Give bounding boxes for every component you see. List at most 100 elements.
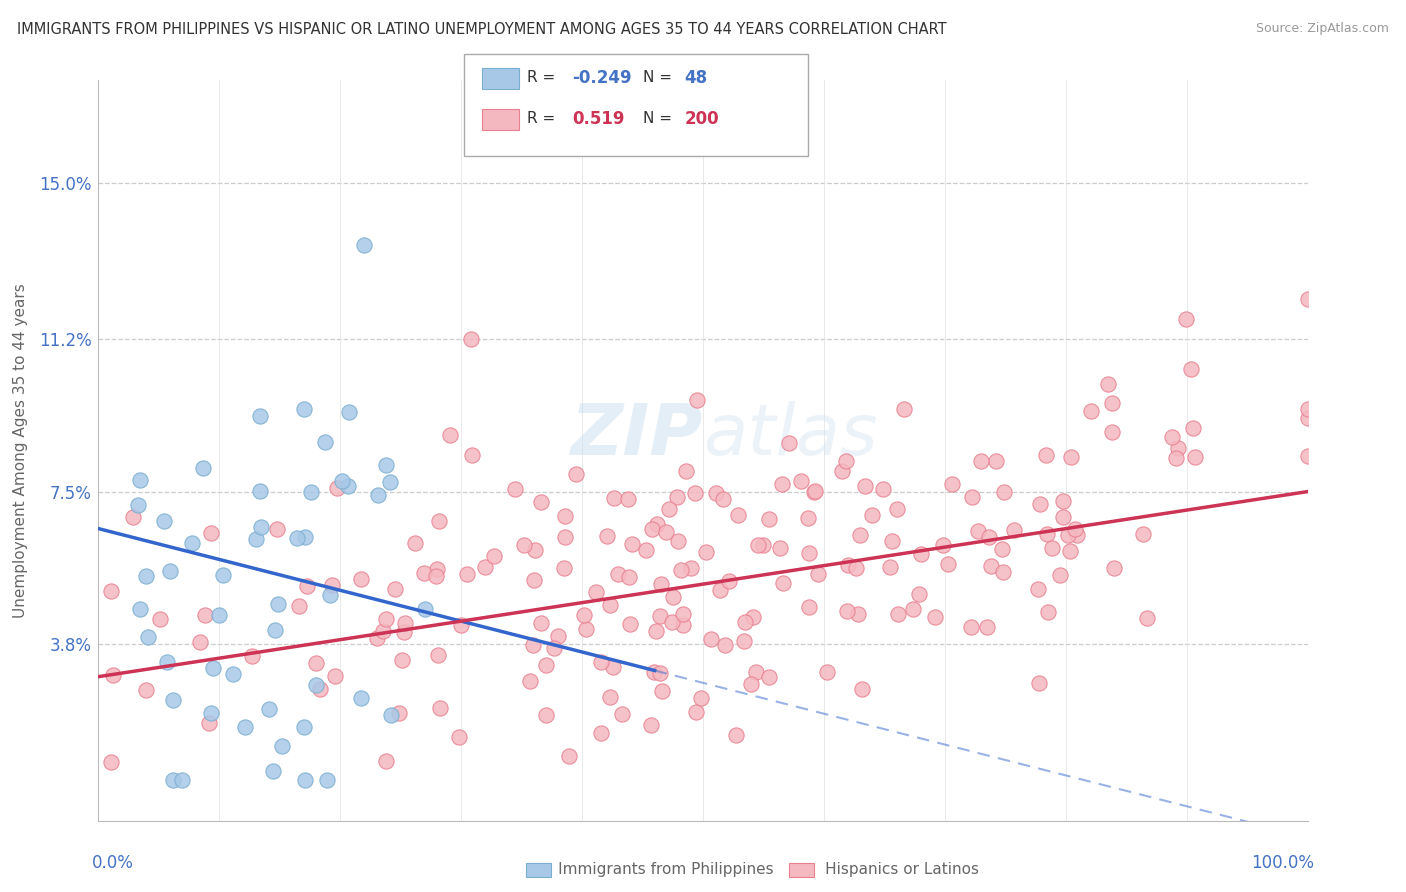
Point bbox=[704, 486, 727, 500]
Point bbox=[425, 569, 447, 583]
Point bbox=[292, 402, 315, 417]
Point bbox=[650, 577, 672, 591]
Point bbox=[591, 655, 613, 669]
Point bbox=[413, 602, 436, 616]
Point bbox=[367, 488, 389, 502]
Point bbox=[353, 237, 375, 252]
Point bbox=[617, 570, 640, 584]
Point bbox=[804, 483, 827, 498]
Point bbox=[645, 516, 668, 531]
Point bbox=[129, 602, 152, 616]
Point bbox=[685, 706, 707, 720]
Point bbox=[976, 620, 998, 634]
Point bbox=[665, 490, 688, 504]
Point bbox=[700, 632, 723, 647]
Point bbox=[427, 515, 450, 529]
Point bbox=[661, 615, 683, 629]
Point bbox=[519, 673, 541, 688]
Point bbox=[602, 660, 624, 674]
Text: IMMIGRANTS FROM PHILIPPINES VS HISPANIC OR LATINO UNEMPLOYMENT AMONG AGES 35 TO : IMMIGRANTS FROM PHILIPPINES VS HISPANIC … bbox=[17, 22, 946, 37]
Point bbox=[1181, 421, 1204, 435]
Point bbox=[392, 624, 415, 639]
Point bbox=[1136, 610, 1159, 624]
Point bbox=[180, 536, 202, 550]
Point bbox=[1060, 450, 1083, 464]
Point bbox=[565, 467, 588, 481]
Point bbox=[295, 579, 318, 593]
Point bbox=[991, 541, 1014, 556]
Point bbox=[1056, 528, 1078, 542]
Point bbox=[599, 598, 621, 612]
Point bbox=[932, 538, 955, 552]
Point bbox=[374, 754, 396, 768]
Point bbox=[285, 532, 308, 546]
Point bbox=[1052, 494, 1074, 508]
Point bbox=[162, 693, 184, 707]
Point bbox=[200, 706, 222, 721]
Point bbox=[159, 564, 181, 578]
Point bbox=[745, 665, 768, 679]
Point bbox=[606, 566, 628, 581]
Point bbox=[404, 536, 426, 550]
Point bbox=[936, 558, 959, 572]
Point bbox=[1296, 410, 1319, 425]
Point bbox=[1029, 497, 1052, 511]
Point bbox=[815, 665, 838, 680]
Point bbox=[675, 464, 697, 478]
Point bbox=[669, 563, 692, 577]
Point bbox=[1296, 293, 1319, 307]
Point bbox=[388, 706, 411, 720]
Point bbox=[980, 558, 1002, 573]
Point bbox=[662, 590, 685, 604]
Point bbox=[1180, 362, 1202, 376]
Point bbox=[880, 533, 903, 548]
Point bbox=[156, 655, 179, 669]
Point bbox=[375, 612, 398, 626]
Point bbox=[128, 473, 150, 487]
Point bbox=[672, 607, 695, 622]
Point bbox=[901, 601, 924, 615]
Point bbox=[860, 508, 883, 523]
Point bbox=[752, 538, 775, 552]
Point bbox=[993, 566, 1015, 580]
Point bbox=[640, 522, 662, 536]
Text: Source: ZipAtlas.com: Source: ZipAtlas.com bbox=[1256, 22, 1389, 36]
Point bbox=[321, 578, 343, 592]
Text: 0.519: 0.519 bbox=[572, 110, 624, 128]
Text: 0.0%: 0.0% bbox=[93, 854, 134, 872]
Point bbox=[439, 428, 461, 442]
Point bbox=[1036, 605, 1059, 619]
Point bbox=[288, 599, 311, 613]
Point bbox=[250, 520, 273, 534]
Point bbox=[695, 545, 717, 559]
Point bbox=[530, 494, 553, 508]
Point bbox=[198, 716, 221, 731]
Point bbox=[412, 566, 434, 580]
Point bbox=[314, 434, 336, 449]
Point bbox=[713, 492, 735, 507]
Point bbox=[522, 638, 544, 652]
Point bbox=[484, 549, 506, 563]
Point bbox=[323, 669, 346, 683]
Point bbox=[643, 665, 665, 679]
Point bbox=[612, 707, 634, 722]
Point bbox=[1296, 449, 1319, 463]
Point bbox=[294, 772, 316, 787]
Point bbox=[596, 529, 619, 543]
Point bbox=[325, 482, 347, 496]
Point bbox=[1066, 528, 1088, 542]
Text: -0.249: -0.249 bbox=[572, 69, 631, 87]
Point bbox=[831, 464, 853, 478]
Point bbox=[450, 618, 472, 632]
Point bbox=[557, 748, 579, 763]
Point bbox=[648, 609, 671, 624]
Point bbox=[619, 617, 641, 632]
Point bbox=[879, 560, 901, 574]
Point bbox=[264, 623, 287, 637]
Point bbox=[1097, 376, 1119, 391]
Point bbox=[135, 568, 157, 582]
Text: 100.0%: 100.0% bbox=[1250, 854, 1313, 872]
Point bbox=[374, 458, 396, 472]
Point bbox=[162, 772, 184, 787]
Text: R =: R = bbox=[527, 70, 555, 85]
